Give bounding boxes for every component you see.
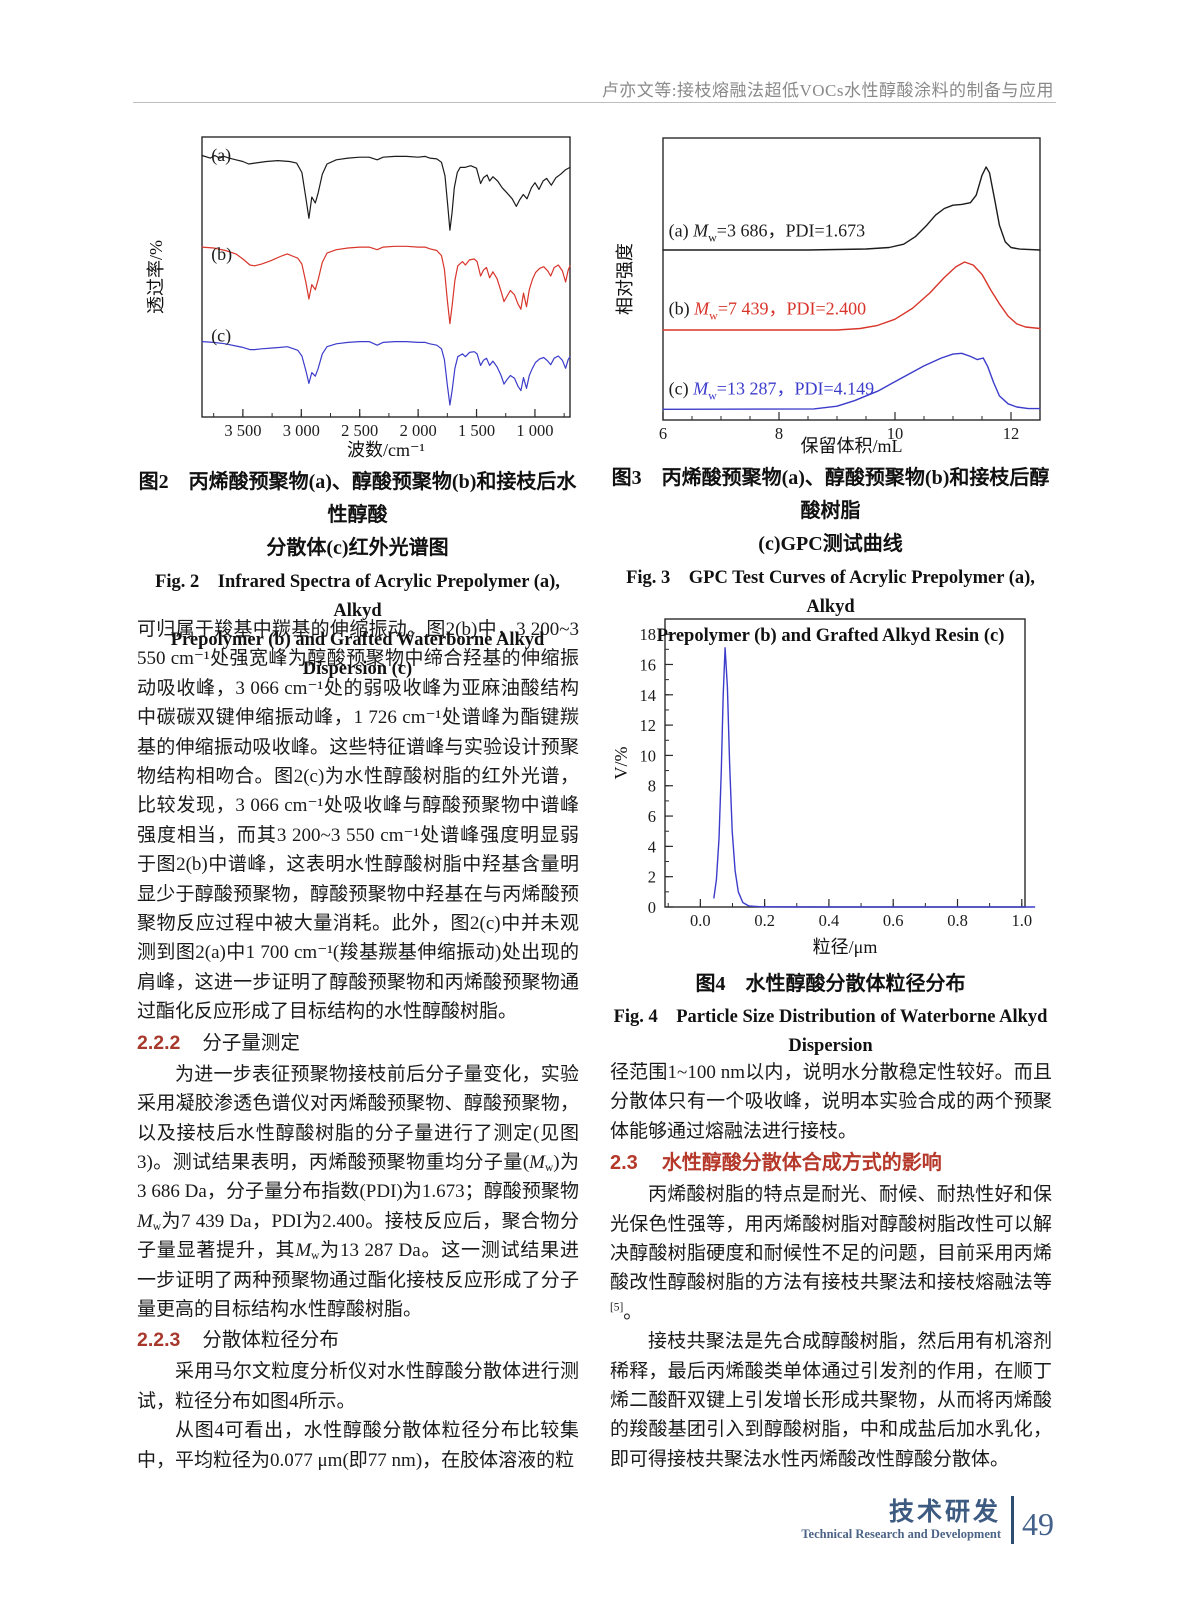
svg-text:0.4: 0.4 [819, 911, 840, 930]
footer-section-en: Technical Research and Development [801, 1527, 1001, 1542]
svg-text:12: 12 [640, 716, 657, 735]
figure2-caption-en-line2: Prepolymer (b) and Grafted Waterborne Al… [170, 630, 545, 679]
section-number: 2.2.3 [137, 1329, 181, 1352]
section-heading: 2.2.3 分散体粒径分布 [137, 1325, 579, 1356]
svg-text:3 000: 3 000 [283, 421, 320, 440]
svg-text:(c) Mw=13 287，PDI=4.149: (c) Mw=13 287，PDI=4.149 [669, 379, 874, 403]
section-title: 分子量测定 [202, 1031, 300, 1054]
svg-text:相对强度: 相对强度 [615, 243, 635, 315]
running-title: 卢亦文等:接枝熔融法超低VOCs水性醇酸涂料的制备与应用 [601, 81, 1054, 100]
figure4-caption-cn-line1: 图4 水性醇酸分散体粒径分布 [695, 973, 966, 995]
paragraph: 丙烯酸树脂的特点是耐光、耐候、耐热性好和保光保色性强等，用丙烯酸树脂对醇酸树脂改… [610, 1184, 1052, 1323]
figure3-caption-cn-line1: 图3 丙烯酸预聚物(a)、醇酸预聚物(b)和接枝后醇酸树脂 [611, 467, 1050, 522]
svg-text:0.0: 0.0 [690, 911, 711, 930]
svg-text:4: 4 [648, 837, 656, 856]
paragraph: 为进一步表征预聚物接枝前后分子量变化，实验采用凝胶渗透色谱仪对丙烯酸预聚物、醇酸… [137, 1063, 580, 1320]
svg-text:2: 2 [648, 868, 656, 887]
svg-text:保留体积/mL: 保留体积/mL [801, 436, 903, 456]
page-number: 49 [1022, 1505, 1054, 1542]
figure3-caption-en-line1: Fig. 3 GPC Test Curves of Acrylic Prepol… [626, 568, 1035, 617]
svg-text:(b): (b) [211, 244, 232, 265]
svg-text:6: 6 [659, 424, 667, 443]
svg-text:粒径/μm: 粒径/μm [813, 937, 878, 957]
svg-text:10: 10 [640, 746, 657, 765]
figure2-caption-cn-line1: 图2 丙烯酸预聚物(a)、醇酸预聚物(b)和接枝后水性醇酸 [138, 471, 577, 526]
header-rule [133, 102, 1056, 103]
svg-text:0: 0 [648, 898, 656, 917]
figure4-particle-size-chart: 0.0 0.2 0.4 0.6 0.8 1.0 0 2 4 6 8 10 12 14 16 18 粒径/μm V/… [611, 618, 1036, 957]
footer-section-cn: 技术研发 [888, 1497, 1001, 1526]
svg-text:3 500: 3 500 [224, 421, 261, 440]
svg-text:16: 16 [640, 655, 657, 674]
svg-text:0.2: 0.2 [754, 911, 775, 930]
svg-text:10: 10 [887, 424, 904, 443]
figure3-caption-en-line2: Prepolymer (b) and Grafted Alkyd Resin (… [656, 626, 1005, 646]
footer-divider-bar [1011, 1496, 1014, 1544]
svg-text:14: 14 [640, 686, 657, 705]
paragraph: 径范围1~100 nm以内，说明水分散稳定性较好。而且分散体只有一个吸收峰，说明… [610, 1062, 1052, 1142]
right-text-column: 径范围1~100 nm以内，说明水分散稳定性较好。而且分散体只有一个吸收峰，说明… [610, 1058, 1052, 1474]
figure4-caption-en-line2: Dispersion [788, 1036, 873, 1056]
figure3-caption: 图3 丙烯酸预聚物(a)、醇酸预聚物(b)和接枝后醇酸树脂 (c)GPC测试曲线… [610, 462, 1051, 651]
figure3-gpc-curves-chart: 6 8 10 12 保留体积/mL 相对强度 (a) Mw=3 686，PDI=1.673 (… [615, 137, 1041, 456]
svg-text:波数/cm⁻¹: 波数/cm⁻¹ [347, 440, 425, 460]
figure2-caption-en-line1: Fig. 2 Infrared Spectra of Acrylic Prepo… [155, 572, 560, 621]
section-title: 水性醇酸分散体合成方式的影响 [661, 1152, 942, 1175]
svg-text:(a) Mw=3 686，PDI=1.673: (a) Mw=3 686，PDI=1.673 [669, 221, 865, 245]
footer-section-block: 技术研发 Technical Research and Development [801, 1498, 1001, 1543]
svg-text:(b) Mw=7 439，PDI=2.400: (b) Mw=7 439，PDI=2.400 [669, 298, 866, 322]
svg-text:12: 12 [1003, 424, 1020, 443]
paragraph: 接枝共聚法是先合成醇酸树脂，然后用有机溶剂稀释，最后丙烯酸类单体通过引发剂的作用… [610, 1331, 1052, 1470]
figure4-caption-en-line1: Fig. 4 Particle Size Distribution of Wat… [613, 1007, 1048, 1027]
svg-text:8: 8 [775, 424, 783, 443]
svg-text:1.0: 1.0 [1011, 911, 1032, 930]
svg-text:2 500: 2 500 [341, 421, 378, 440]
paragraph: 从图4可看出，水性醇酸分散体粒径分布比较集中，平均粒径为0.077 μm(即77… [137, 1420, 579, 1471]
section-number: 2.3 [610, 1152, 638, 1175]
svg-text:1 500: 1 500 [458, 421, 495, 440]
figure2-caption: 图2 丙烯酸预聚物(a)、醇酸预聚物(b)和接枝后水性醇酸 分散体(c)红外光谱… [137, 466, 578, 684]
section-heading: 2.3 水性醇酸分散体合成方式的影响 [610, 1147, 1052, 1179]
svg-text:透过率/%: 透过率/% [146, 240, 166, 314]
svg-text:8: 8 [648, 777, 656, 796]
figure2-caption-cn-line2: 分散体(c)红外光谱图 [266, 537, 449, 559]
svg-text:6: 6 [648, 807, 656, 826]
section-title: 分散体粒径分布 [202, 1329, 339, 1352]
paragraph: 可归属于羧基中羰基的伸缩振动。图2(b)中，3 200~3 550 cm⁻¹处强… [137, 619, 579, 1023]
left-text-column: 可归属于羧基中羰基的伸缩振动。图2(b)中，3 200~3 550 cm⁻¹处强… [137, 615, 579, 1475]
svg-text:V/%: V/% [611, 747, 631, 780]
svg-text:0.6: 0.6 [883, 911, 904, 930]
svg-text:0.8: 0.8 [947, 911, 968, 930]
svg-text:(a): (a) [211, 145, 231, 166]
figure2-ir-spectra-chart: 3 500 3 000 2 500 2 000 1 500 1 000 波数/cm⁻¹ 透过率… [146, 136, 571, 460]
page-footer: 技术研发 Technical Research and Development … [801, 1496, 1054, 1544]
figure3-caption-cn-line2: (c)GPC测试曲线 [758, 533, 903, 555]
svg-text:(c): (c) [211, 325, 231, 346]
svg-text:18: 18 [640, 625, 657, 644]
svg-text:1 000: 1 000 [516, 421, 553, 440]
paragraph: 采用马尔文粒度分析仪对水性醇酸分散体进行测试，粒径分布如图4所示。 [137, 1361, 579, 1412]
figure4-caption: 图4 水性醇酸分散体粒径分布 Fig. 4 Particle Size Dist… [610, 968, 1051, 1061]
section-number: 2.2.2 [137, 1031, 181, 1054]
section-heading: 2.2.2 分子量测定 [137, 1028, 579, 1059]
svg-text:2 000: 2 000 [400, 421, 437, 440]
